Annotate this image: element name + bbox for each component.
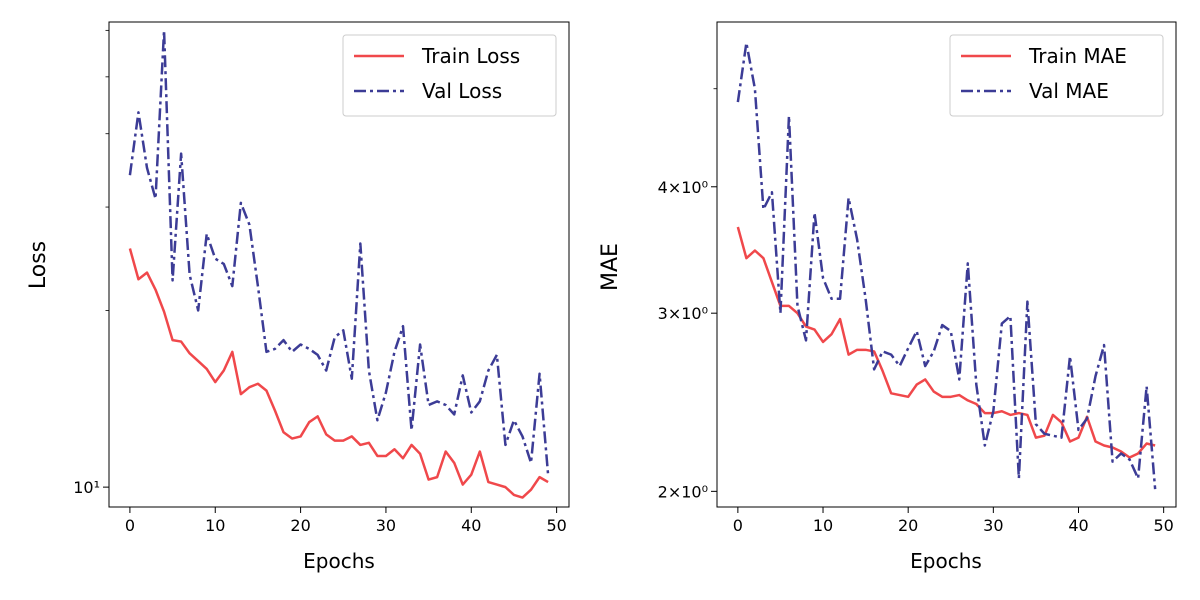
loss-x-axis-label: Epochs bbox=[303, 549, 375, 573]
mae-x-tick-label: 10 bbox=[813, 516, 833, 535]
loss-y-tick-label: 10¹ bbox=[73, 478, 100, 497]
loss-legend-val-label: Val Loss bbox=[422, 79, 502, 103]
mae-x-axis-label: Epochs bbox=[910, 549, 982, 573]
mae-legend-train-label: Train MAE bbox=[1028, 44, 1127, 68]
mae-legend: Train MAE Val MAE bbox=[949, 34, 1164, 117]
mae-x-tick-label: 50 bbox=[1153, 516, 1173, 535]
mae-x-tick-label: 0 bbox=[733, 516, 743, 535]
mae-chart: Epochs MAE Train MAE Val MAE 0 10 20 30 40 50… bbox=[598, 21, 1177, 573]
loss-x-tick-label: 40 bbox=[461, 516, 481, 535]
mae-x-tick-label: 30 bbox=[983, 516, 1003, 535]
loss-x-tick-label: 50 bbox=[546, 516, 566, 535]
loss-x-tick-label: 10 bbox=[205, 516, 225, 535]
loss-x-tick-label: 20 bbox=[290, 516, 310, 535]
mae-axes-frame bbox=[716, 21, 1177, 508]
loss-series-train-loss bbox=[128, 248, 549, 499]
loss-series-val-loss bbox=[128, 29, 550, 475]
mae-x-tick-label: 40 bbox=[1068, 516, 1088, 535]
loss-legend-train-label: Train Loss bbox=[421, 44, 520, 68]
loss-x-tick-label: 0 bbox=[125, 516, 135, 535]
loss-chart: Epochs Loss Train Loss Val Loss 0 10 20 30 4… bbox=[26, 21, 570, 573]
loss-x-tick-label: 30 bbox=[376, 516, 396, 535]
mae-legend-val-label: Val MAE bbox=[1029, 79, 1109, 103]
mae-x-tick-label: 20 bbox=[898, 516, 918, 535]
loss-y-axis-label: Loss bbox=[26, 241, 51, 289]
loss-plot-area bbox=[128, 29, 550, 499]
loss-axes-frame bbox=[108, 21, 570, 508]
mae-y-tick-label: 2×10⁰ bbox=[658, 482, 708, 501]
mae-y-axis-label: MAE bbox=[598, 243, 623, 291]
mae-y-tick-label: 3×10⁰ bbox=[658, 304, 708, 323]
mae-plot-area bbox=[736, 41, 1157, 490]
mae-series-val-mae bbox=[736, 41, 1157, 490]
loss-legend: Train Loss Val Loss bbox=[342, 34, 557, 117]
mae-y-tick-label: 4×10⁰ bbox=[658, 178, 708, 197]
